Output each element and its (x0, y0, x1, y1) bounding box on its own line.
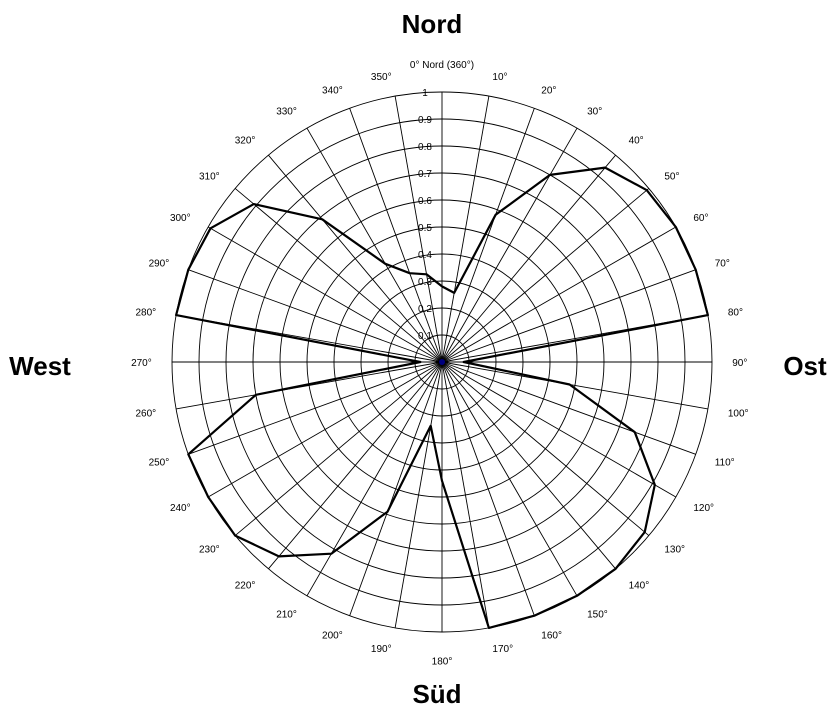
spoke-290 (188, 269, 443, 363)
angle-tick-label-80: 80° (728, 308, 743, 319)
angle-tick-label-220: 220° (235, 580, 256, 591)
angle-tick-label-270: 270° (131, 358, 152, 369)
spoke-330 (306, 127, 443, 363)
center-point (439, 359, 445, 365)
radial-tick-label: 0.2 (418, 304, 432, 315)
spoke-320 (268, 154, 443, 363)
spoke-40 (441, 154, 616, 363)
angle-tick-label-90: 90° (732, 358, 747, 369)
angle-tick-label-40: 40° (629, 136, 644, 147)
radial-tick-label: 0.4 (418, 250, 432, 261)
spoke-260 (176, 361, 443, 410)
angle-tick-label-120: 120° (693, 503, 714, 514)
radial-tick-label: 0.1 (418, 331, 432, 342)
angle-tick-label-340: 340° (322, 85, 343, 96)
spoke-130 (441, 361, 650, 536)
spoke-70 (441, 269, 696, 363)
angle-tick-label-350: 350° (371, 72, 392, 83)
angle-tick-label-330: 330° (276, 107, 297, 118)
angle-tick-label-60: 60° (693, 213, 708, 224)
angle-tick-label-0: 0° Nord (360°) (410, 60, 474, 71)
radial-tick-label: 0.8 (418, 142, 432, 153)
angle-tick-label-140: 140° (629, 580, 650, 591)
angle-tick-label-150: 150° (587, 609, 608, 620)
spoke-20 (441, 108, 535, 363)
series-group (175, 166, 709, 629)
radial-tick-label: 0.3 (418, 277, 432, 288)
spoke-100 (441, 361, 708, 410)
spoke-30 (441, 127, 578, 363)
angle-tick-label-110: 110° (715, 457, 735, 468)
angle-tick-label-310: 310° (199, 171, 220, 182)
angle-tick-label-20: 20° (541, 85, 556, 96)
angle-tick-label-180: 180° (432, 656, 453, 667)
angle-tick-label-130: 130° (664, 545, 685, 556)
angle-tick-label-230: 230° (199, 545, 220, 556)
angle-tick-label-210: 210° (276, 609, 297, 620)
spoke-50 (441, 188, 650, 363)
angle-tick-label-50: 50° (664, 171, 679, 182)
spoke-250 (188, 361, 443, 455)
spoke-170 (441, 361, 490, 628)
spoke-200 (349, 361, 443, 616)
spoke-140 (441, 361, 616, 570)
angle-tick-label-160: 160° (541, 631, 562, 642)
spoke-340 (349, 108, 443, 363)
angle-tick-label-300: 300° (170, 213, 191, 224)
radial-tick-label: 1 (422, 88, 428, 99)
spoke-60 (441, 226, 677, 363)
spoke-160 (441, 361, 535, 616)
cardinal-east: Ost (783, 351, 827, 381)
angle-tick-label-280: 280° (135, 308, 156, 319)
cardinal-south: Süd (412, 679, 461, 709)
spoke-350 (394, 96, 443, 363)
spoke-150 (441, 361, 578, 597)
spoke-10 (441, 96, 490, 363)
angle-tick-label-240: 240° (170, 503, 191, 514)
angle-tick-label-260: 260° (135, 408, 156, 419)
spoke-120 (441, 361, 677, 498)
spoke-190 (394, 361, 443, 628)
angle-tick-label-250: 250° (149, 457, 170, 468)
spoke-220 (268, 361, 443, 570)
spoke-230 (234, 361, 443, 536)
angle-tick-label-100: 100° (728, 408, 749, 419)
angle-tick-label-70: 70° (715, 259, 730, 270)
angle-spokes (172, 92, 712, 632)
angle-tick-label-30: 30° (587, 107, 602, 118)
radial-tick-label: 0.7 (418, 169, 432, 180)
spoke-240 (207, 361, 443, 498)
radial-tick-label: 0.5 (418, 223, 432, 234)
radial-tick-label: 0.6 (418, 196, 432, 207)
angle-tick-label-290: 290° (149, 259, 170, 270)
angle-tick-labels: 0° Nord (360°) 10° 20° 30° 40° 50° 60° 70° 80° 90… (131, 60, 748, 668)
spoke-110 (441, 361, 696, 455)
spoke-310 (234, 188, 443, 363)
cardinal-north: Nord (402, 9, 463, 39)
angle-tick-label-200: 200° (322, 631, 343, 642)
spoke-300 (207, 226, 443, 363)
angle-tick-label-320: 320° (235, 136, 256, 147)
radial-tick-labels: 0.1 0.2 0.3 0.4 0.5 0.6 0.7 0.8 0.9 1 (418, 88, 432, 342)
radial-tick-label: 0.9 (418, 115, 432, 126)
angle-tick-label-10: 10° (492, 72, 507, 83)
angle-tick-label-170: 170° (492, 644, 513, 655)
series-line-1 (175, 166, 709, 629)
spoke-210 (306, 361, 443, 597)
cardinal-west: West (9, 351, 71, 381)
angle-tick-label-190: 190° (371, 644, 392, 655)
